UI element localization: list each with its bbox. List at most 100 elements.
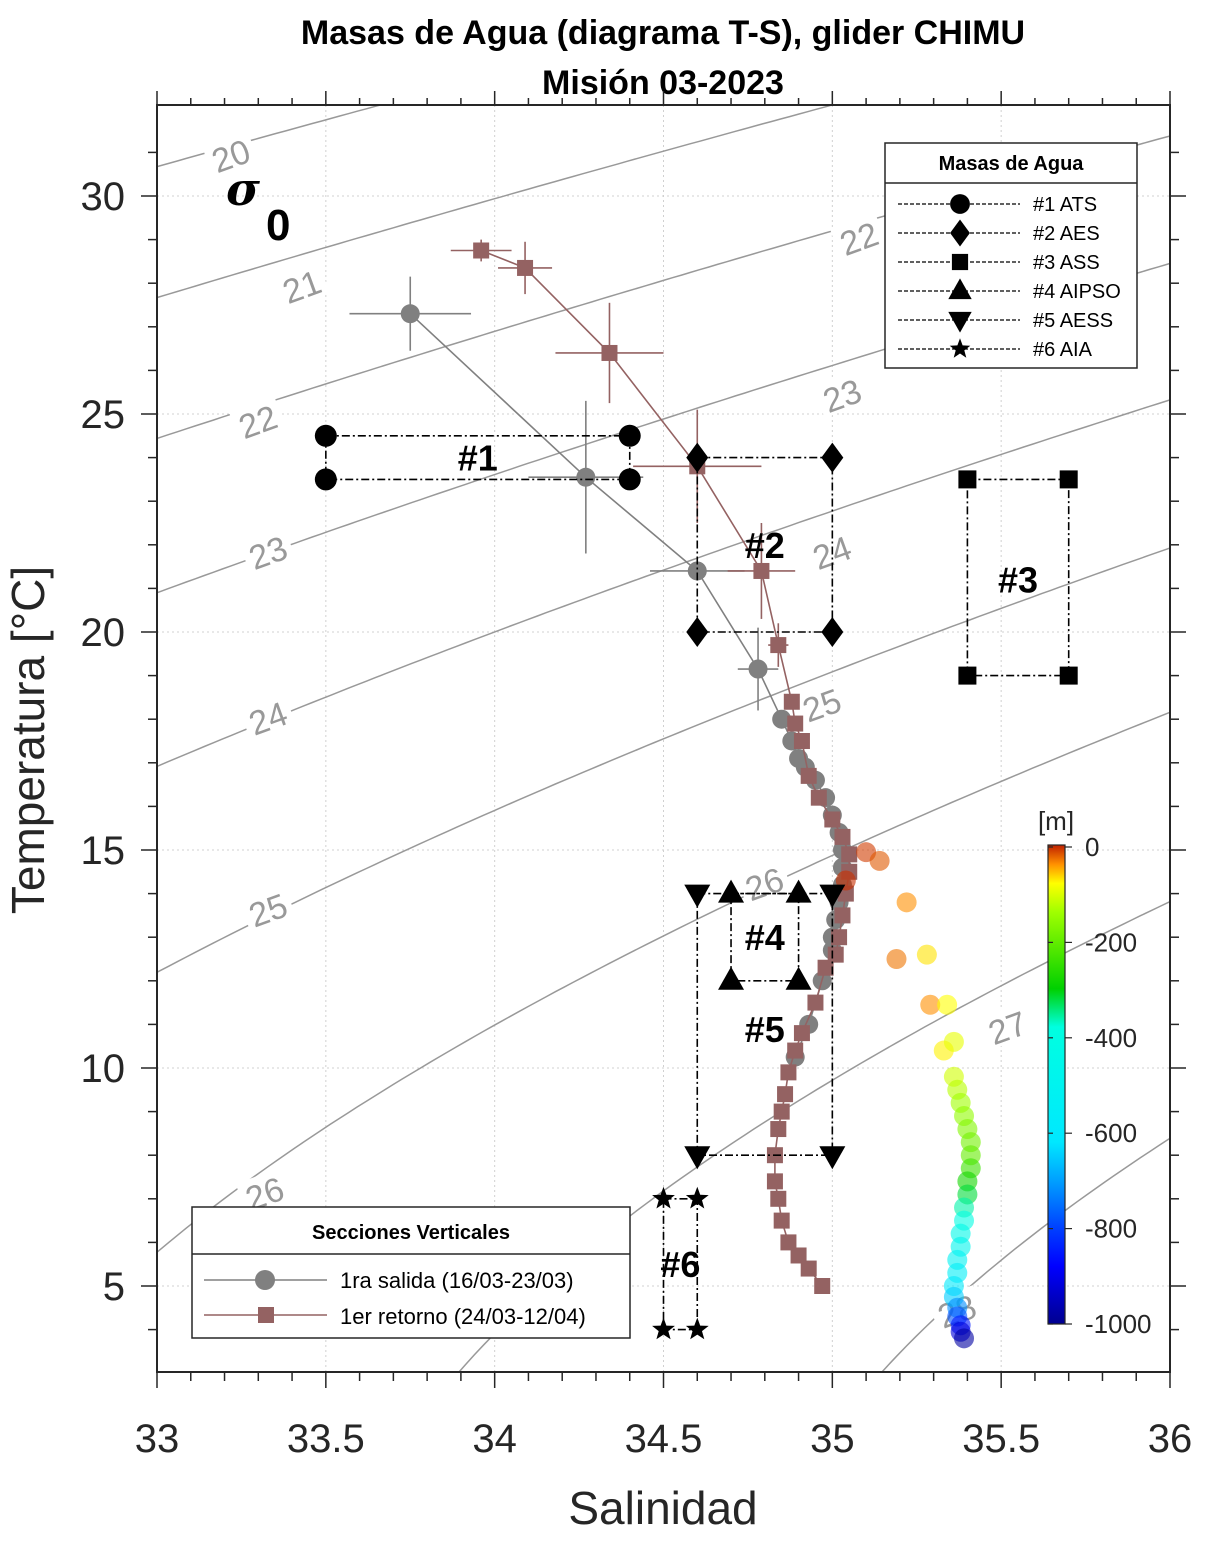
circle-marker-icon: [618, 424, 641, 447]
water-mass-outline: [662, 1198, 699, 1331]
y-tick-label: 5: [103, 1265, 125, 1309]
diamond-marker-icon: [686, 442, 709, 473]
data-point: [517, 259, 534, 276]
y-tick-label: 30: [81, 175, 126, 219]
data-point: [766, 1173, 783, 1190]
triangle-up-marker-icon: [785, 966, 812, 990]
water-mass-label: #6: [660, 1244, 700, 1285]
legend-vertical-sections: Secciones Verticales 1ra salida (16/03-2…: [191, 1206, 631, 1339]
colorbar-tick-label: -400: [1085, 1023, 1137, 1053]
data-point: [780, 1064, 797, 1081]
data-point: [783, 693, 800, 710]
water-mass-box-1: #1: [314, 424, 641, 491]
legend-entry-1ra-salida: 1ra salida (16/03-23/03): [204, 1268, 574, 1293]
circle-marker-icon: [950, 194, 970, 214]
series-layer: [349, 239, 858, 1294]
data-point: [793, 1025, 810, 1042]
depth-point: [869, 850, 890, 871]
water-mass-label: #3: [998, 560, 1038, 601]
legend-mass-entry-5: #5 AESS: [898, 310, 1113, 333]
y-axis-label: Temperatura [°C]: [2, 566, 54, 914]
isopycnal-28: [880, 1137, 1170, 1372]
data-point: [748, 659, 768, 679]
x-tick-label: 36: [1148, 1417, 1193, 1461]
data-point: [810, 789, 827, 806]
legend-label-1er-retorno: 1er retorno (24/03-12/04): [340, 1304, 586, 1329]
circle-marker-icon: [618, 468, 641, 491]
colorbar-tick-label: -200: [1085, 927, 1137, 957]
isopycnal-label-bg: [201, 129, 259, 179]
isopycnal-21: [157, 105, 835, 299]
colorbar-tick-label: -600: [1085, 1118, 1137, 1148]
data-point: [753, 562, 770, 579]
isopycnal-25: [157, 547, 1170, 974]
legend-mass-entry-2: #2 AES: [898, 219, 1100, 247]
isopycnal-label-bg: [978, 1001, 1036, 1051]
isopycnal-label-bg: [829, 212, 887, 261]
star-marker-icon: [949, 338, 971, 358]
data-point: [772, 709, 792, 729]
data-point: [773, 1212, 790, 1229]
isopycnal-label-bg: [792, 679, 850, 728]
data-point: [601, 344, 618, 361]
triangle-down-marker-icon: [819, 884, 846, 908]
square-marker-icon: [958, 666, 977, 685]
square-marker-icon: [1059, 470, 1078, 489]
depth-point: [916, 944, 937, 965]
diamond-marker-icon: [686, 617, 709, 647]
legend-mass-entry-4: #4 AIPSO: [898, 278, 1121, 303]
legend-mass-label: #4 AIPSO: [1033, 281, 1121, 303]
diamond-marker-icon: [821, 442, 844, 473]
triangle-up-marker-icon: [718, 879, 745, 903]
series-line-2: [480, 249, 850, 1287]
data-point: [807, 994, 824, 1011]
star-marker-icon: [652, 1186, 675, 1209]
circle-marker-icon: [314, 468, 337, 491]
isopycnal-label-bg: [802, 526, 860, 575]
triangle-up-marker-icon: [785, 879, 812, 903]
isopycnal-label-bg: [235, 1167, 293, 1216]
isopycnal-label-bg: [239, 692, 296, 741]
data-point: [787, 1042, 804, 1059]
depth-colored-points: [835, 842, 981, 1349]
triangle-down-marker-icon: [819, 1146, 846, 1170]
y-tick-label: 15: [81, 829, 126, 873]
y-tick-label: 10: [81, 1047, 126, 1091]
isopycnal-label-bg: [813, 369, 870, 418]
x-tick-label: 34.5: [625, 1417, 703, 1461]
colorbar-gradient: [1047, 844, 1066, 1325]
depth-point: [896, 892, 917, 913]
triangle-down-marker-icon: [684, 1146, 711, 1170]
data-point: [841, 846, 858, 863]
legend-mass-label: #5 AESS: [1033, 310, 1113, 332]
isopycnal-26: [157, 711, 1170, 1254]
colorbar-tick-label: -1000: [1085, 1309, 1152, 1339]
data-point: [777, 1086, 794, 1103]
colorbar: [m] 0 -200 -400 -600 -800 -1000: [1038, 806, 1152, 1339]
sigma-label: σ 0: [226, 162, 290, 250]
water-mass-outline: [966, 478, 1070, 677]
legend-mass-label: #3 ASS: [1033, 252, 1100, 274]
diamond-marker-icon: [821, 617, 844, 647]
depth-point: [920, 994, 941, 1015]
data-point: [770, 637, 787, 654]
triangle-up-marker-icon: [718, 966, 745, 990]
diamond-marker-icon: [950, 219, 970, 247]
legend-mass-label: #1 ATS: [1033, 194, 1097, 216]
isopycnal-label-bg: [239, 884, 296, 933]
water-mass-label: #4: [745, 917, 785, 958]
chart-title: Masas de Agua (diagrama T-S), glider CHI…: [301, 14, 1025, 52]
x-tick-label: 35: [810, 1417, 855, 1461]
legend-mass-entry-3: #3 ASS: [898, 252, 1100, 274]
data-point: [780, 1234, 797, 1251]
isopycnal-24: [157, 399, 1170, 768]
x-axis-ticks: 33 33.5 34 34.5 35 35.5 36: [135, 91, 1193, 1461]
data-point: [790, 1247, 807, 1264]
legend-marker-circle: [255, 1270, 275, 1290]
data-point: [814, 1278, 831, 1294]
square-marker-icon: [1059, 666, 1078, 685]
legend-water-masses: Masas de Agua #1 ATS #2 AES #3 ASS #4 AIPSO…: [884, 142, 1138, 369]
water-mass-box-4: #4: [718, 879, 812, 990]
x-tick-label: 33: [135, 1417, 180, 1461]
